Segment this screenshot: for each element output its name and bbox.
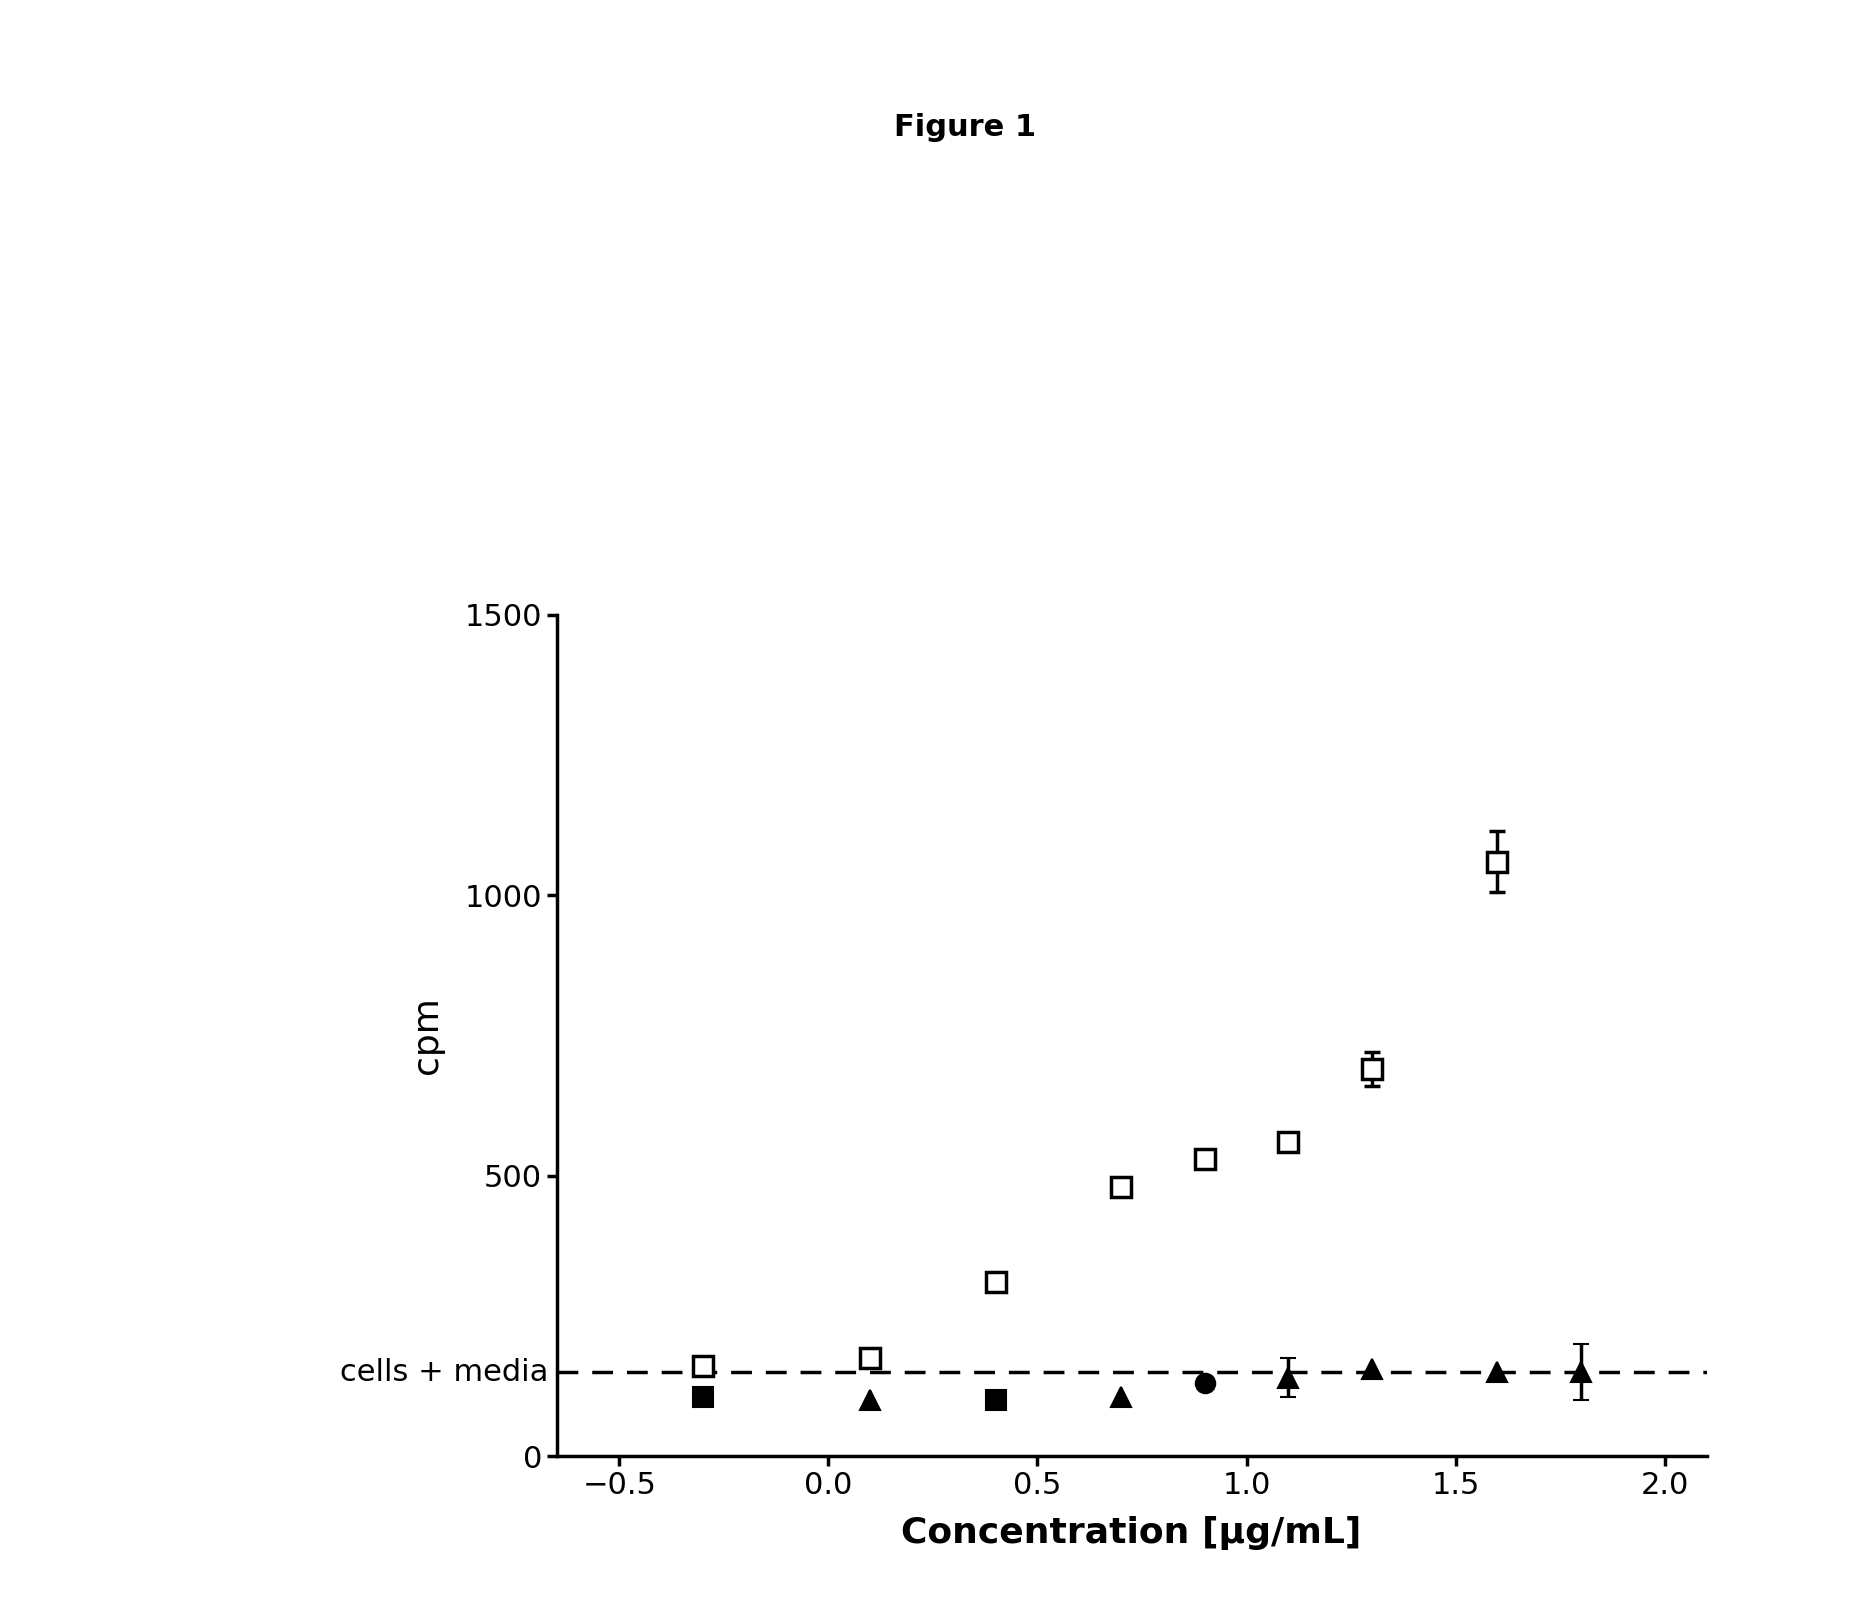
Text: cells + media: cells + media xyxy=(339,1358,547,1387)
Text: Figure 1: Figure 1 xyxy=(894,113,1035,142)
Y-axis label: cpm: cpm xyxy=(410,997,443,1074)
X-axis label: Concentration [μg/mL]: Concentration [μg/mL] xyxy=(902,1516,1362,1550)
